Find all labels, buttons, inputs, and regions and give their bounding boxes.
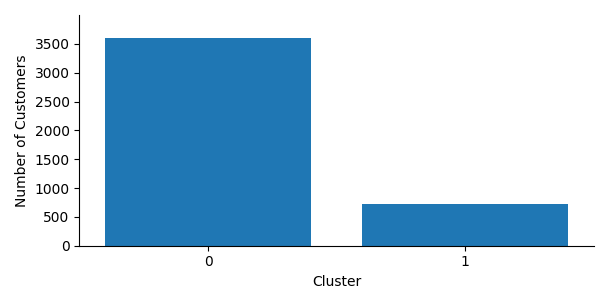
Y-axis label: Number of Customers: Number of Customers — [15, 54, 29, 207]
Bar — [362, 204, 568, 246]
Bar — [105, 38, 311, 246]
X-axis label: Cluster: Cluster — [312, 275, 361, 289]
